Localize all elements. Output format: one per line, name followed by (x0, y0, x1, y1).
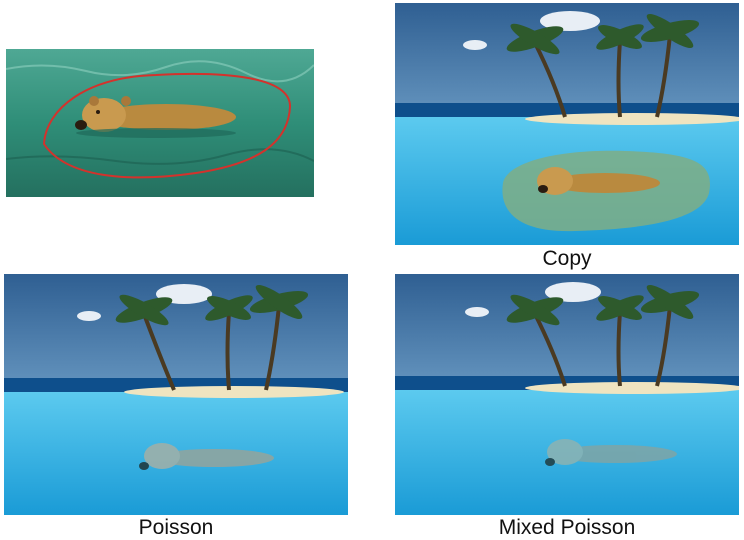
caption-copy: Copy (542, 247, 592, 270)
bear-icon (75, 96, 236, 138)
source-image (6, 49, 314, 197)
bear-icon (537, 167, 660, 195)
caption-mixed-poisson: Mixed Poisson (498, 516, 636, 539)
palm-tree-icon (533, 305, 672, 387)
caption-poisson: Poisson (138, 516, 214, 539)
palm-tree-icon (142, 305, 281, 391)
copy-result-image (395, 3, 739, 245)
cloud-icon (540, 11, 600, 31)
mixed-poisson-result-image (395, 274, 739, 515)
bear-icon (545, 439, 677, 466)
selection-outline (42, 72, 292, 179)
palm-tree-icon (533, 34, 672, 118)
poisson-result-image (4, 274, 348, 515)
bear-icon (139, 443, 274, 470)
cloud-icon (545, 282, 601, 302)
